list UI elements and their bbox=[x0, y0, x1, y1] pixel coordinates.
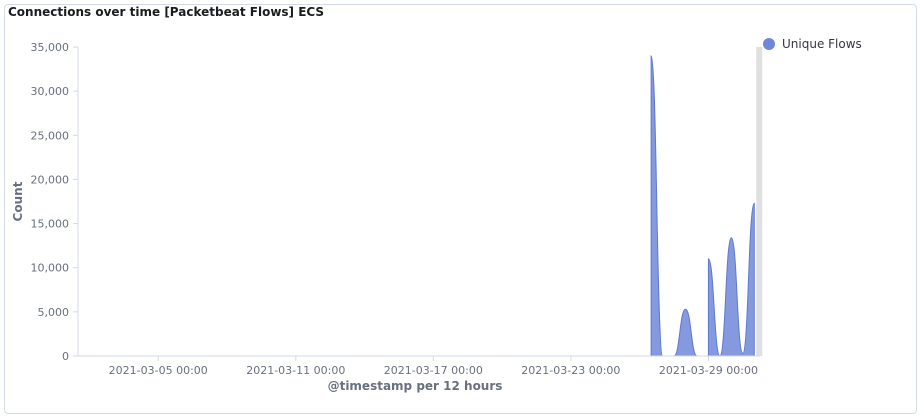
y-axis-title: Count bbox=[11, 181, 25, 221]
chart-axes bbox=[77, 47, 760, 357]
x-tick-label: 2021-03-17 00:00 bbox=[384, 364, 483, 377]
x-tick-label: 2021-03-29 00:00 bbox=[659, 364, 758, 377]
x-tick-label: 2021-03-23 00:00 bbox=[521, 364, 620, 377]
current-interval-shading bbox=[756, 47, 763, 356]
panel-title: Connections over time [Packetbeat Flows]… bbox=[8, 5, 325, 19]
legend-color-dot bbox=[763, 38, 775, 50]
y-tick-label: 10,000 bbox=[31, 262, 70, 275]
x-axis-title: @timestamp per 12 hours bbox=[328, 379, 503, 393]
y-tick-label: 0 bbox=[62, 350, 69, 363]
y-tick-label: 20,000 bbox=[31, 173, 70, 186]
y-axis-ticks: 0 5,000 10,000 15,000 20,000 25,000 30,000 35,0… bbox=[31, 41, 78, 363]
visualization-panel bbox=[4, 4, 917, 414]
y-tick-label: 5,000 bbox=[38, 306, 70, 319]
legend-item-unique-flows[interactable]: Unique Flows bbox=[763, 37, 862, 51]
x-tick-label: 2021-03-05 00:00 bbox=[109, 364, 208, 377]
series-layer bbox=[650, 55, 755, 357]
y-tick-label: 30,000 bbox=[31, 85, 70, 98]
y-tick-label: 25,000 bbox=[31, 129, 70, 142]
y-tick-label: 15,000 bbox=[31, 218, 70, 231]
y-tick-label: 35,000 bbox=[31, 41, 70, 54]
x-tick-label: 2021-03-11 00:00 bbox=[246, 364, 345, 377]
series-area-unique-flows bbox=[650, 55, 755, 357]
x-axis-ticks: 2021-03-05 00:00 2021-03-11 00:00 2021-03-… bbox=[109, 356, 758, 377]
legend-label: Unique Flows bbox=[782, 37, 862, 51]
